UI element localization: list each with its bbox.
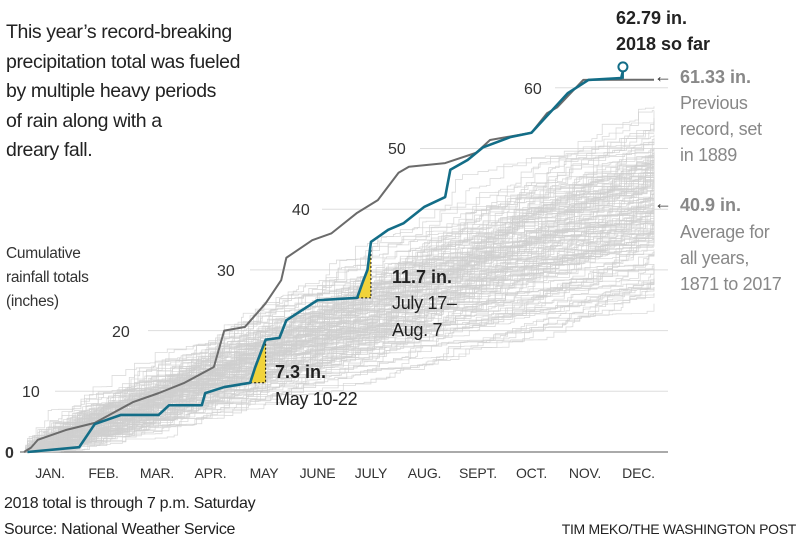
background-year-line xyxy=(24,175,655,453)
average-value: 40.9 in. xyxy=(680,195,741,215)
current-total-marker xyxy=(617,61,629,73)
arrow-icon: ← xyxy=(654,66,672,86)
background-year-line xyxy=(24,122,655,453)
background-year-line xyxy=(24,287,655,453)
headline-line: of rain along with a xyxy=(6,110,162,132)
highlight-area xyxy=(357,241,371,298)
background-year-line xyxy=(24,223,655,453)
headline-line: precipitation total was fueled xyxy=(6,51,240,73)
highlight-labels: 7.3 in. May 10-22 11.7 in. July 17– Aug.… xyxy=(275,267,457,409)
y-axis-title: Cumulative rainfall totals (inches) xyxy=(6,245,89,310)
average-text: Average for xyxy=(680,222,770,242)
x-tick-label: AUG. xyxy=(408,465,441,481)
record-text: record, set xyxy=(680,119,762,139)
july-dates-label: Aug. 7 xyxy=(392,320,443,340)
july-amount-label: 11.7 in. xyxy=(392,267,452,287)
average-annotation: ← 40.9 in. Average for all years, 1871 t… xyxy=(654,193,782,294)
background-year-line xyxy=(24,293,655,453)
background-year-line xyxy=(24,148,655,453)
x-tick-label: MAR. xyxy=(140,465,174,481)
background-year-line xyxy=(24,189,655,453)
x-tick-label: NOV. xyxy=(569,465,601,481)
background-year-line xyxy=(24,141,655,453)
x-tick-labels: JAN. FEB. MAR. APR. MAY JUNE JULY AUG. SEPT. OCT.… xyxy=(35,465,655,481)
x-tick-label: JAN. xyxy=(35,465,65,481)
headline: This year’s record-breaking precipitatio… xyxy=(6,21,240,161)
background-year-line xyxy=(24,200,655,453)
x-tick-label: DEC. xyxy=(622,465,655,481)
record-text: in 1889 xyxy=(680,145,737,165)
headline-line: dreary fall. xyxy=(6,139,92,161)
current-total-value: 62.79 in. xyxy=(616,8,687,28)
may-dates-label: May 10-22 xyxy=(275,389,358,409)
background-year-line xyxy=(24,288,655,453)
background-year-line xyxy=(24,279,655,453)
y-tick-label: 40 xyxy=(292,202,310,219)
background-year-line xyxy=(24,150,655,453)
average-text: 1871 to 2017 xyxy=(680,274,782,294)
y-tick-label: 30 xyxy=(217,263,235,280)
background-year-line xyxy=(24,294,655,453)
x-tick-label: APR. xyxy=(195,465,227,481)
x-tick-label: JULY xyxy=(355,465,388,481)
source: Source: National Weather Service xyxy=(4,521,236,538)
y-tick-label: 50 xyxy=(388,141,406,158)
background-year-line xyxy=(24,180,655,453)
y-axis-title-line: (inches) xyxy=(6,293,59,310)
headline-line: This year’s record-breaking xyxy=(6,21,232,43)
x-tick-label: OCT. xyxy=(516,465,547,481)
background-year-lines xyxy=(24,106,655,453)
headline-line: by multiple heavy periods xyxy=(6,80,217,102)
credit: TIM MEKO/THE WASHINGTON POST xyxy=(562,521,797,537)
y-axis-title-line: rainfall totals xyxy=(6,269,89,286)
y-tick-label: 20 xyxy=(112,324,130,341)
background-year-line xyxy=(24,212,655,453)
x-tick-label: SEPT. xyxy=(459,465,497,481)
background-year-line xyxy=(24,156,655,453)
record-value: 61.33 in. xyxy=(680,67,751,87)
y-tick-label: 10 xyxy=(22,384,40,401)
footnote: 2018 total is through 7 p.m. Saturday xyxy=(4,495,256,512)
background-year-line xyxy=(24,232,655,453)
y-tick-label: 0 xyxy=(5,445,14,462)
series-2018-line xyxy=(27,70,625,454)
background-year-line xyxy=(24,237,655,453)
background-year-line xyxy=(24,228,655,453)
x-tick-label: JUNE xyxy=(300,465,336,481)
y-tick-label: 60 xyxy=(524,81,542,98)
background-year-line xyxy=(24,198,655,453)
background-year-line xyxy=(24,117,655,453)
background-year-line xyxy=(24,215,655,453)
x-tick-label: FEB. xyxy=(88,465,118,481)
background-year-line xyxy=(24,275,655,453)
may-amount-label: 7.3 in. xyxy=(275,362,326,382)
arrow-icon: ← xyxy=(654,193,672,213)
average-text: all years, xyxy=(680,248,749,268)
record-annotation: ← 61.33 in. Previous record, set in 1889 xyxy=(654,66,762,165)
record-text: Previous xyxy=(680,93,748,113)
current-total-annotation: 62.79 in. 2018 so far xyxy=(616,8,710,73)
current-total-label: 2018 so far xyxy=(616,34,710,54)
y-tick-labels: 0 10 20 30 40 50 60 xyxy=(5,81,542,462)
background-year-line xyxy=(24,164,655,453)
y-axis-title-line: Cumulative xyxy=(6,245,81,262)
july-dates-label: July 17– xyxy=(392,293,457,313)
x-tick-label: MAY xyxy=(250,465,280,481)
